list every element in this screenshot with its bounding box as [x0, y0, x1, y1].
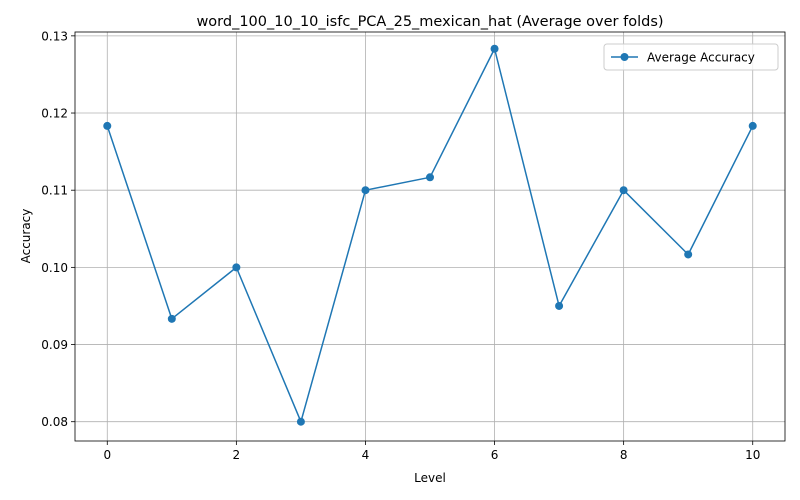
legend-marker-swatch: [620, 53, 629, 61]
data-point: [167, 314, 176, 323]
data-point: [748, 121, 757, 130]
data-point: [555, 301, 564, 310]
legend-box: [603, 43, 779, 71]
plot-area-frame: [74, 31, 786, 442]
x-tick-label: 4: [362, 448, 370, 462]
axis-ticks: 0 2 4 6 8 10 0.08 0.09 0.10 0.11 0.12 0.13: [41, 29, 760, 462]
data-point: [619, 186, 628, 195]
chart-title: word_100_10_10_isfc_PCA_25_mexican_hat (…: [196, 14, 663, 30]
x-axis-label: Level: [414, 471, 446, 485]
y-tick-label: 0.08: [41, 415, 68, 429]
y-tick-label: 0.09: [41, 338, 68, 352]
plot-area-background: [75, 32, 785, 441]
series-layer: [103, 44, 757, 426]
data-point: [684, 250, 693, 259]
data-point: [232, 263, 241, 272]
y-tick-label: 0.11: [41, 184, 68, 198]
x-tick-label: 8: [620, 448, 628, 462]
legend: Average Accuracy: [603, 43, 779, 71]
x-tick-label: 0: [103, 448, 111, 462]
x-tick-label: 6: [491, 448, 499, 462]
y-axis-label: Accuracy: [19, 209, 33, 264]
data-point: [426, 173, 434, 182]
x-tick-label: 10: [745, 448, 760, 462]
data-point: [490, 44, 499, 53]
y-tick-label: 0.10: [41, 261, 68, 275]
data-point: [296, 417, 305, 426]
legend-label: Average Accuracy: [647, 51, 755, 65]
y-tick-label: 0.12: [41, 107, 68, 121]
grid-lines: [75, 32, 785, 441]
data-point: [361, 186, 370, 195]
x-tick-label: 2: [233, 448, 241, 462]
y-tick-label: 0.13: [41, 29, 68, 43]
data-point: [103, 121, 112, 130]
